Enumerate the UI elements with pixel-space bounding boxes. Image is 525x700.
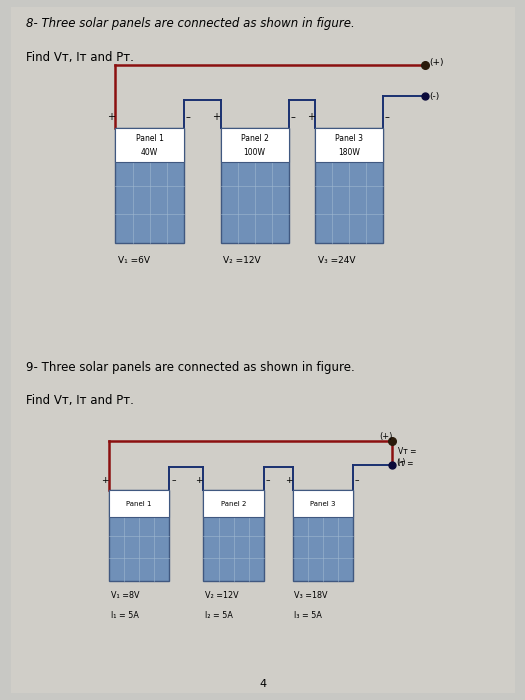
FancyBboxPatch shape (315, 127, 383, 244)
FancyBboxPatch shape (109, 490, 169, 517)
FancyBboxPatch shape (220, 127, 289, 162)
Text: Find Vᴛ, Iᴛ and Pᴛ.: Find Vᴛ, Iᴛ and Pᴛ. (26, 394, 134, 407)
Text: V₂ =12V: V₂ =12V (223, 256, 261, 265)
Text: V₁ =6V: V₁ =6V (118, 256, 150, 265)
FancyBboxPatch shape (116, 127, 184, 244)
Text: +: + (107, 112, 116, 122)
Text: (-): (-) (429, 92, 440, 101)
FancyBboxPatch shape (293, 490, 353, 581)
FancyBboxPatch shape (315, 127, 383, 162)
FancyBboxPatch shape (10, 7, 514, 693)
Text: 100W: 100W (244, 148, 266, 158)
Text: +: + (195, 476, 203, 485)
FancyBboxPatch shape (204, 490, 264, 517)
Text: (+): (+) (380, 433, 393, 441)
Text: –: – (185, 112, 191, 122)
Text: +: + (101, 476, 109, 485)
Text: 4: 4 (259, 679, 266, 689)
Text: V₃ =24V: V₃ =24V (318, 256, 355, 265)
FancyBboxPatch shape (293, 490, 353, 517)
Text: +: + (307, 112, 315, 122)
Text: 180W: 180W (338, 148, 360, 158)
Text: Vᴛ =: Vᴛ = (398, 447, 416, 456)
Text: V₁ =8V: V₁ =8V (111, 592, 139, 601)
Text: Panel 3: Panel 3 (335, 134, 363, 144)
Text: (+): (+) (429, 58, 444, 67)
Text: –: – (290, 112, 296, 122)
Text: –: – (355, 476, 360, 485)
Text: Panel 3: Panel 3 (310, 500, 335, 507)
Text: Panel 2: Panel 2 (240, 134, 269, 144)
Text: Find Vᴛ, Iᴛ and Pᴛ.: Find Vᴛ, Iᴛ and Pᴛ. (26, 51, 134, 64)
Text: (-): (-) (397, 458, 406, 467)
Text: V₂ =12V: V₂ =12V (205, 592, 239, 601)
Text: I₂ = 5A: I₂ = 5A (205, 611, 233, 620)
FancyBboxPatch shape (109, 490, 169, 581)
Text: +: + (212, 112, 220, 122)
Text: Iᴛ =: Iᴛ = (398, 458, 413, 468)
Text: –: – (385, 112, 390, 122)
Text: Panel 1: Panel 1 (135, 134, 164, 144)
Text: +: + (285, 476, 292, 485)
Text: V₃ =18V: V₃ =18V (294, 592, 328, 601)
Text: I₁ = 5A: I₁ = 5A (111, 611, 139, 620)
FancyBboxPatch shape (204, 490, 264, 581)
FancyBboxPatch shape (116, 127, 184, 162)
Text: 40W: 40W (141, 148, 158, 158)
Text: 8- Three solar panels are connected as shown in figure.: 8- Three solar panels are connected as s… (26, 18, 355, 31)
Text: 9- Three solar panels are connected as shown in figure.: 9- Three solar panels are connected as s… (26, 360, 355, 374)
FancyBboxPatch shape (220, 127, 289, 244)
Text: Panel 1: Panel 1 (127, 500, 152, 507)
Text: Panel 2: Panel 2 (221, 500, 246, 507)
Text: I₃ = 5A: I₃ = 5A (294, 611, 322, 620)
Text: –: – (266, 476, 270, 485)
Text: –: – (171, 476, 176, 485)
